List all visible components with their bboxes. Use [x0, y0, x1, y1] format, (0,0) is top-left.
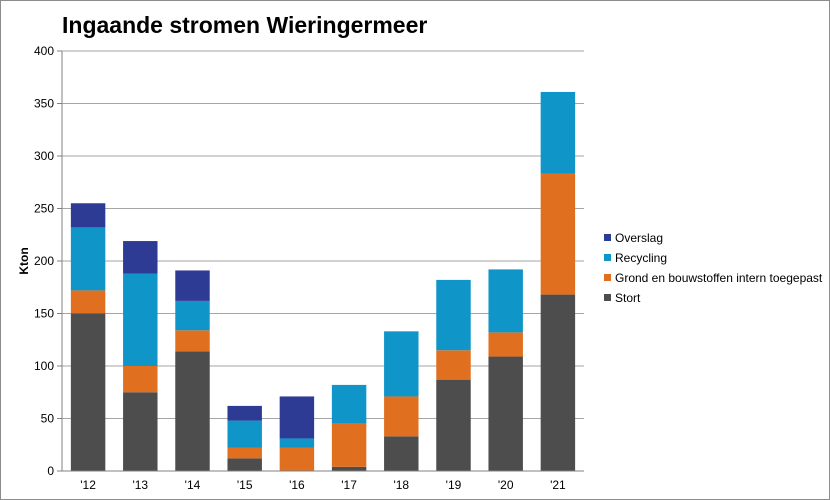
- bar-grond-en-bouwstoffen-intern-toegepast-6: [331, 423, 367, 467]
- bar-recycling-3: [175, 300, 210, 331]
- bar-stort-8: [436, 379, 471, 471]
- bar-grond-en-bouwstoffen-intern-toegepast-1: [70, 290, 106, 314]
- bar-recycling-7: [384, 331, 419, 397]
- bar-grond-en-bouwstoffen-intern-toegepast-5: [279, 447, 315, 471]
- bar-overslag-1: [70, 203, 106, 228]
- x-tick-label: '15: [237, 478, 253, 492]
- axes: [61, 51, 584, 472]
- legend-label: Overslag: [615, 231, 663, 245]
- y-tick-label: 350: [34, 97, 54, 111]
- bar-grond-en-bouwstoffen-intern-toegepast-2: [123, 366, 158, 393]
- bar-stort-9: [488, 356, 523, 471]
- y-axis-label: Kton: [17, 247, 31, 274]
- chart-title: Ingaande stromen Wieringermeer: [62, 12, 428, 38]
- legend-label: Grond en bouwstoffen intern toegepast: [615, 271, 823, 285]
- bar-stort-1: [70, 313, 106, 471]
- y-tick-labels: 0 50 100 150 200 250 300 350 400: [34, 44, 54, 478]
- bar-recycling-8: [436, 279, 471, 351]
- bar-overslag-4: [227, 405, 262, 421]
- bar-recycling-9: [488, 269, 523, 333]
- bars: [70, 91, 576, 471]
- legend-label: Recycling: [615, 251, 667, 265]
- y-tick-label: 100: [34, 359, 54, 373]
- x-tick-label: '17: [341, 478, 357, 492]
- bar-overslag-5: [279, 396, 315, 439]
- bar-grond-en-bouwstoffen-intern-toegepast-4: [227, 447, 262, 459]
- x-tick-label: '18: [393, 478, 409, 492]
- y-tick-label: 0: [47, 464, 54, 478]
- x-tick-label: '14: [185, 478, 201, 492]
- bar-recycling-2: [123, 273, 158, 366]
- legend-swatch: [604, 294, 611, 301]
- bar-grond-en-bouwstoffen-intern-toegepast-7: [384, 396, 419, 437]
- bar-stort-4: [227, 458, 262, 471]
- bar-stort-7: [384, 436, 419, 471]
- x-tick-label: '13: [132, 478, 148, 492]
- bar-recycling-5: [279, 438, 315, 448]
- bar-overslag-2: [123, 241, 158, 274]
- y-tick-label: 400: [34, 44, 54, 58]
- bar-recycling-4: [227, 420, 262, 448]
- bar-stort-10: [540, 294, 576, 471]
- y-tick-label: 50: [41, 412, 55, 426]
- bar-recycling-10: [540, 91, 576, 174]
- bar-grond-en-bouwstoffen-intern-toegepast-8: [436, 350, 471, 380]
- bar-stort-2: [123, 392, 158, 471]
- bar-grond-en-bouwstoffen-intern-toegepast-9: [488, 332, 523, 357]
- legend-label: Stort: [615, 291, 641, 305]
- bar-grond-en-bouwstoffen-intern-toegepast-10: [540, 173, 576, 295]
- bar-stort-6: [331, 466, 367, 471]
- y-tick-label: 300: [34, 149, 54, 163]
- legend-swatch: [604, 274, 611, 281]
- bar-recycling-6: [331, 384, 367, 424]
- legend: Overslag Recycling Grond en bouwstoffen in…: [604, 231, 823, 305]
- x-tick-label: '21: [550, 478, 566, 492]
- bar-recycling-1: [70, 227, 106, 291]
- y-tick-label: 200: [34, 254, 54, 268]
- legend-swatch: [604, 254, 611, 261]
- x-tick-labels: '12 '13 '14 '15 '16 '17 '18 '19 '20 '21: [80, 478, 566, 492]
- x-tick-label: '12: [80, 478, 96, 492]
- x-tick-label: '20: [498, 478, 514, 492]
- y-tick-label: 150: [34, 307, 54, 321]
- bar-overslag-3: [175, 270, 210, 301]
- x-tick-label: '16: [289, 478, 305, 492]
- y-tick-label: 250: [34, 202, 54, 216]
- bar-grond-en-bouwstoffen-intern-toegepast-3: [175, 330, 210, 352]
- bar-stort-3: [175, 351, 210, 471]
- x-tick-label: '19: [446, 478, 462, 492]
- legend-swatch: [604, 234, 611, 241]
